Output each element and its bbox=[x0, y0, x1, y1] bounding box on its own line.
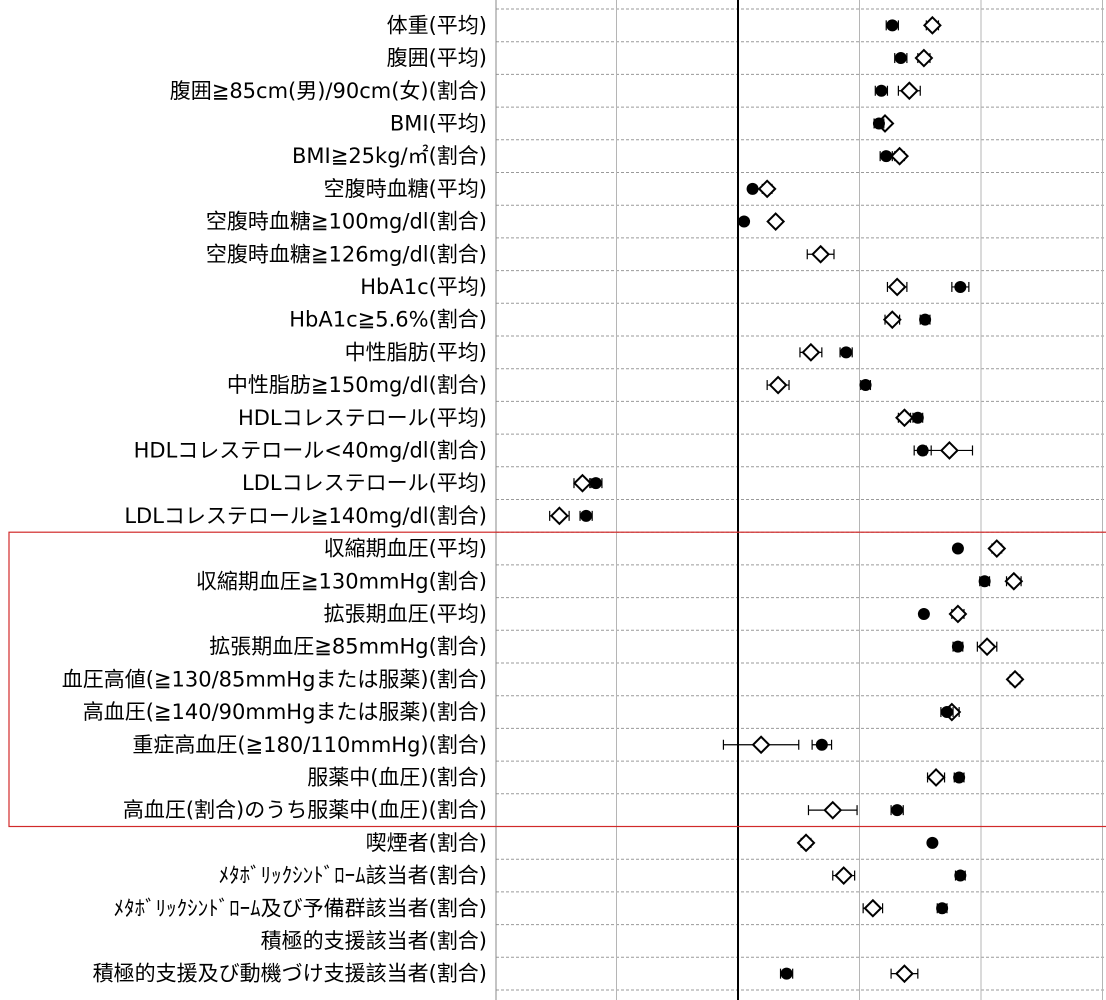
circle-point bbox=[926, 836, 939, 849]
circle-point bbox=[954, 280, 967, 293]
highlight-rectangle bbox=[8, 531, 1106, 828]
row-labels: 体重(平均) 腹囲(平均) 腹囲≧85cm(男)/90cm(女)(割合) BMI(平均… bbox=[62, 13, 487, 985]
circle-point bbox=[951, 640, 964, 653]
circle-point bbox=[917, 607, 930, 620]
circle-point bbox=[919, 313, 932, 326]
row-label: 腹囲≧85cm(男)/90cm(女)(割合) bbox=[170, 79, 487, 103]
circle-point bbox=[936, 902, 949, 915]
diamond-point bbox=[977, 637, 997, 657]
circle-point bbox=[580, 509, 593, 522]
diamond-point bbox=[914, 48, 934, 68]
row-label: 体重(平均) bbox=[387, 13, 487, 37]
diamond-point bbox=[887, 277, 907, 297]
circle-point bbox=[780, 967, 793, 980]
row-label: 空腹時血糖≧126mg/dl(割合) bbox=[206, 242, 487, 266]
diamond-point bbox=[890, 146, 910, 166]
diamond-point bbox=[987, 539, 1007, 558]
circle-point bbox=[815, 738, 828, 751]
circle-point bbox=[589, 477, 602, 490]
diamond-point bbox=[811, 244, 831, 264]
circle-point bbox=[911, 411, 924, 424]
row-label: 拡張期血圧≧85mmHg(割合) bbox=[209, 635, 487, 659]
row-label: ﾒﾀﾎﾞﾘｯｸｼﾝﾄﾞﾛｰﾑ及び予備群該当者(割合) bbox=[114, 896, 487, 920]
diamond-point bbox=[766, 212, 786, 231]
circle-point bbox=[978, 575, 991, 588]
diamond-point bbox=[834, 866, 854, 885]
circle-point bbox=[880, 150, 893, 163]
grid-lines bbox=[495, 0, 1106, 1000]
circle-point bbox=[891, 804, 904, 817]
row-label: 高血圧(≧140/90mmHgまたは服薬)(割合) bbox=[83, 700, 487, 724]
row-label: 高血圧(割合)のうち服薬中(血圧)(割合) bbox=[123, 798, 487, 822]
circle-point bbox=[746, 182, 759, 195]
circle-point bbox=[840, 346, 853, 359]
row-label: 中性脂肪≧150mg/dl(割合) bbox=[227, 373, 487, 397]
diamond-point bbox=[882, 310, 902, 330]
row-label: LDLコレステロール(平均) bbox=[242, 471, 487, 495]
diamond-point bbox=[1005, 669, 1025, 689]
diamond-point bbox=[573, 473, 592, 493]
diamond-point bbox=[922, 15, 942, 35]
row-label: 腹囲(平均) bbox=[387, 46, 487, 70]
circle-point bbox=[940, 706, 953, 719]
diamond-point bbox=[549, 506, 569, 526]
row-label: 収縮期血圧≧130mmHg(割合) bbox=[196, 569, 487, 593]
highlight-box bbox=[8, 531, 1106, 828]
row-label: BMI(平均) bbox=[390, 111, 487, 135]
row-label: 収縮期血圧(平均) bbox=[324, 537, 487, 561]
row-label: ﾒﾀﾎﾞﾘｯｸｼﾝﾄﾞﾛｰﾑ該当者(割合) bbox=[219, 864, 487, 888]
diamond-point bbox=[899, 81, 919, 101]
diamond-point bbox=[757, 179, 777, 199]
row-label: 拡張期血圧(平均) bbox=[324, 602, 487, 626]
row-label: HbA1c≧5.6%(割合) bbox=[289, 308, 487, 332]
circle-point bbox=[872, 117, 885, 130]
circle-point bbox=[953, 771, 966, 784]
circle-point bbox=[738, 215, 751, 228]
circle-point bbox=[875, 84, 888, 97]
diamond-point bbox=[895, 408, 914, 428]
circle-point bbox=[859, 379, 872, 392]
diamond-point bbox=[939, 441, 959, 460]
diamond-point bbox=[801, 342, 821, 362]
row-label: 積極的支援及び動機づけ支援該当者(割合) bbox=[93, 962, 487, 986]
data-marks bbox=[549, 15, 1025, 984]
diamond-point bbox=[926, 768, 946, 787]
diamond-point bbox=[796, 833, 816, 853]
row-label: 血圧高値(≧130/85mmHgまたは服薬)(割合) bbox=[62, 667, 487, 691]
circle-point bbox=[894, 52, 907, 65]
diamond-point bbox=[1004, 571, 1024, 591]
row-label: 中性脂肪(平均) bbox=[345, 340, 487, 364]
row-label: HDLコレステロール(平均) bbox=[238, 406, 487, 430]
diamond-point bbox=[863, 898, 883, 918]
circle-point bbox=[951, 542, 964, 555]
row-label: 重症高血圧(≧180/110mmHg)(割合) bbox=[132, 733, 487, 757]
circle-point bbox=[886, 19, 899, 32]
row-label: 服薬中(血圧)(割合) bbox=[307, 765, 487, 789]
circle-point bbox=[916, 444, 929, 457]
diamond-point bbox=[768, 375, 788, 395]
row-label: BMI≧25kg/㎡(割合) bbox=[292, 144, 487, 168]
diamond-point bbox=[823, 800, 843, 820]
diamond-point bbox=[751, 735, 771, 755]
row-label: HDLコレステロール<40mg/dl(割合) bbox=[134, 438, 487, 462]
circle-point bbox=[954, 869, 967, 882]
row-label: 空腹時血糖(平均) bbox=[324, 177, 487, 201]
diamond-point bbox=[895, 964, 914, 984]
row-label: 空腹時血糖≧100mg/dl(割合) bbox=[206, 210, 487, 234]
row-label: LDLコレステロール≧140mg/dl(割合) bbox=[124, 504, 487, 528]
row-label: 積極的支援該当者(割合) bbox=[261, 929, 487, 953]
row-label: 喫煙者(割合) bbox=[366, 831, 487, 855]
row-label: HbA1c(平均) bbox=[360, 275, 487, 299]
diamond-point bbox=[948, 604, 968, 624]
